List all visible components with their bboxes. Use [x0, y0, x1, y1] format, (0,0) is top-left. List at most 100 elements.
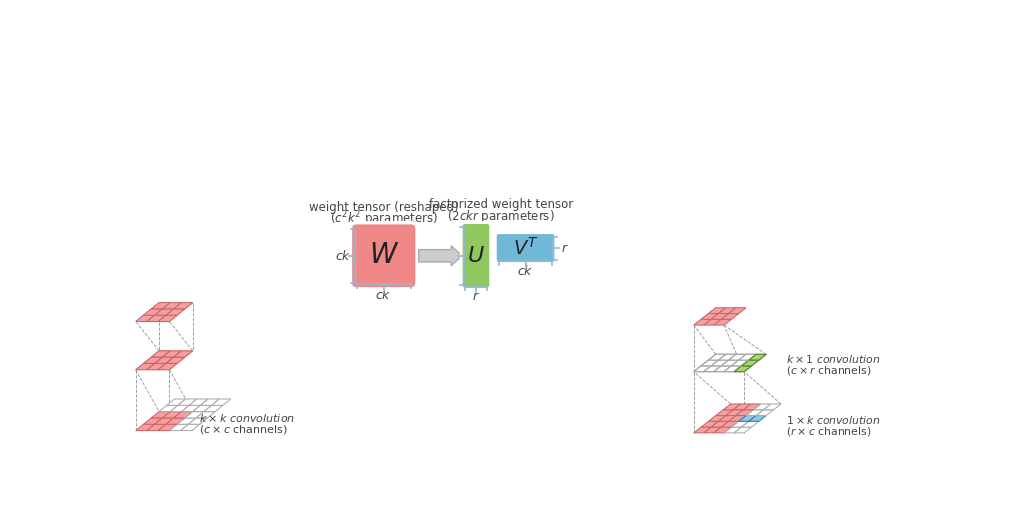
- Polygon shape: [193, 405, 212, 411]
- Polygon shape: [143, 418, 163, 424]
- Polygon shape: [749, 355, 766, 360]
- Polygon shape: [188, 418, 208, 424]
- Polygon shape: [152, 411, 170, 418]
- Polygon shape: [714, 366, 731, 372]
- Polygon shape: [714, 427, 731, 433]
- Polygon shape: [136, 315, 155, 322]
- Text: $W$: $W$: [369, 242, 399, 269]
- Polygon shape: [721, 360, 738, 366]
- Polygon shape: [741, 360, 759, 366]
- Polygon shape: [709, 355, 726, 360]
- Polygon shape: [731, 360, 749, 366]
- Polygon shape: [712, 421, 729, 427]
- Polygon shape: [749, 355, 766, 360]
- Polygon shape: [719, 308, 736, 313]
- Polygon shape: [734, 366, 752, 372]
- Polygon shape: [147, 363, 166, 370]
- Polygon shape: [724, 427, 741, 433]
- Polygon shape: [712, 360, 729, 366]
- Polygon shape: [734, 427, 752, 433]
- Polygon shape: [159, 405, 178, 411]
- Text: $ck$: $ck$: [444, 249, 461, 263]
- Polygon shape: [703, 366, 721, 372]
- FancyArrow shape: [419, 246, 462, 266]
- Polygon shape: [159, 315, 177, 322]
- Polygon shape: [143, 357, 163, 363]
- Polygon shape: [136, 363, 155, 370]
- Polygon shape: [693, 366, 712, 372]
- Text: $V^T$: $V^T$: [513, 237, 539, 259]
- Polygon shape: [693, 366, 712, 372]
- Polygon shape: [719, 355, 736, 360]
- Polygon shape: [152, 351, 170, 357]
- Polygon shape: [709, 308, 726, 313]
- Polygon shape: [756, 410, 773, 416]
- Text: $k \times k$ convolution: $k \times k$ convolution: [199, 412, 295, 424]
- Polygon shape: [159, 424, 177, 431]
- Polygon shape: [693, 320, 712, 325]
- Polygon shape: [731, 360, 749, 366]
- Polygon shape: [701, 313, 719, 320]
- Polygon shape: [189, 399, 208, 405]
- Polygon shape: [174, 411, 193, 418]
- Text: $k \times 1$ convolution: $k \times 1$ convolution: [786, 353, 881, 365]
- Polygon shape: [741, 360, 759, 366]
- Polygon shape: [169, 424, 188, 431]
- Polygon shape: [714, 320, 731, 325]
- Polygon shape: [729, 416, 746, 421]
- Polygon shape: [693, 427, 712, 433]
- Polygon shape: [719, 355, 736, 360]
- Polygon shape: [714, 366, 731, 372]
- Text: $r$: $r$: [472, 290, 480, 303]
- Polygon shape: [703, 320, 721, 325]
- Polygon shape: [185, 411, 204, 418]
- Polygon shape: [709, 416, 726, 421]
- Polygon shape: [724, 366, 741, 372]
- Polygon shape: [174, 303, 193, 309]
- Polygon shape: [163, 351, 181, 357]
- FancyBboxPatch shape: [350, 223, 417, 289]
- Polygon shape: [721, 313, 738, 320]
- Polygon shape: [703, 366, 721, 372]
- Polygon shape: [721, 421, 738, 427]
- Polygon shape: [147, 315, 166, 322]
- Polygon shape: [734, 366, 752, 372]
- Text: $(c^2k^2$ parameters$)$: $(c^2k^2$ parameters$)$: [330, 209, 438, 229]
- Polygon shape: [180, 424, 200, 431]
- Polygon shape: [166, 309, 185, 315]
- Polygon shape: [716, 410, 733, 416]
- Polygon shape: [738, 355, 756, 360]
- Polygon shape: [166, 357, 185, 363]
- Polygon shape: [167, 399, 185, 405]
- Polygon shape: [746, 410, 764, 416]
- Polygon shape: [764, 404, 781, 410]
- Text: $r$: $r$: [561, 242, 569, 255]
- Polygon shape: [729, 355, 746, 360]
- Polygon shape: [136, 424, 155, 431]
- Polygon shape: [163, 411, 181, 418]
- Polygon shape: [701, 360, 719, 366]
- Polygon shape: [741, 421, 759, 427]
- Polygon shape: [726, 410, 743, 416]
- Text: $1 \times k$ convolution: $1 \times k$ convolution: [786, 414, 881, 426]
- Polygon shape: [143, 309, 163, 315]
- Polygon shape: [152, 303, 170, 309]
- Text: $ck$: $ck$: [517, 264, 534, 278]
- Polygon shape: [709, 355, 726, 360]
- Polygon shape: [163, 303, 181, 309]
- Text: weight tensor (reshaped): weight tensor (reshaped): [309, 201, 459, 214]
- Text: $ck$: $ck$: [335, 249, 351, 263]
- Polygon shape: [204, 405, 223, 411]
- Polygon shape: [701, 421, 719, 427]
- Polygon shape: [147, 424, 166, 431]
- FancyBboxPatch shape: [461, 223, 490, 289]
- Polygon shape: [155, 309, 174, 315]
- Polygon shape: [736, 410, 754, 416]
- Polygon shape: [733, 404, 751, 410]
- FancyBboxPatch shape: [496, 233, 556, 264]
- Polygon shape: [721, 360, 738, 366]
- Polygon shape: [178, 399, 197, 405]
- Polygon shape: [719, 416, 736, 421]
- Polygon shape: [155, 357, 174, 363]
- Polygon shape: [197, 411, 215, 418]
